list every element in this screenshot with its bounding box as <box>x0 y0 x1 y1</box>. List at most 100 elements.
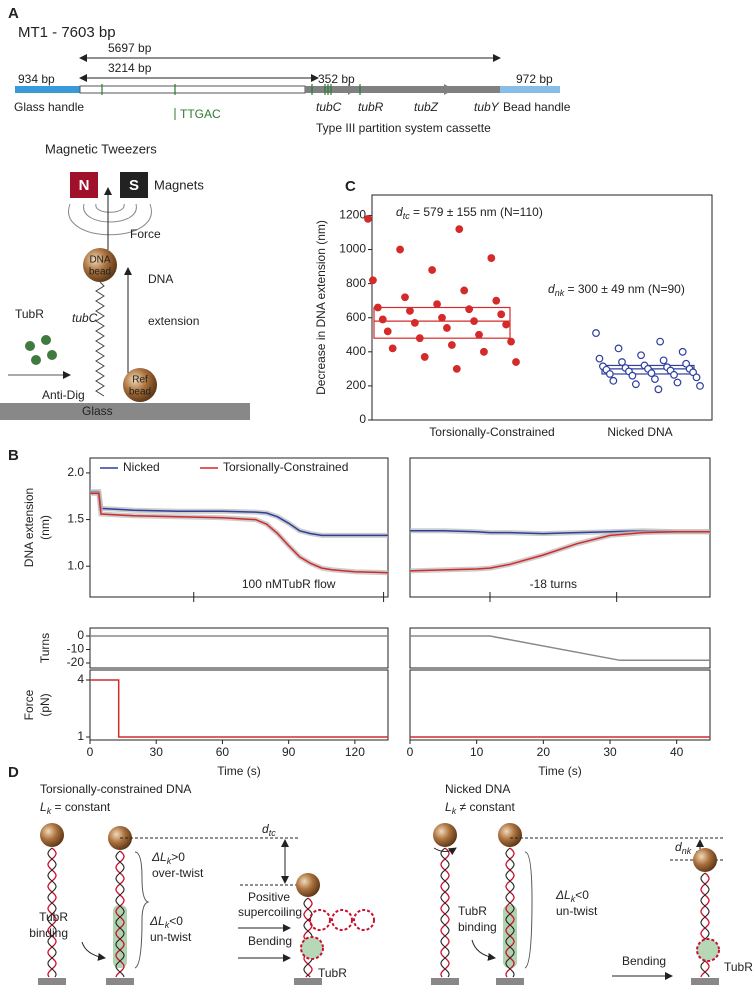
data-point <box>592 329 600 337</box>
panel-label: A <box>8 5 19 22</box>
y-tick-label: -20 <box>67 655 85 669</box>
y-tick-label: 0 <box>359 412 366 426</box>
data-point <box>654 385 663 394</box>
text: = 579 ± 155 nm (N=110) <box>410 205 543 219</box>
feature-label: Glass handle <box>14 100 84 114</box>
label: Torsionally-constrained DNA <box>40 782 191 796</box>
text: <0 <box>169 914 183 928</box>
subscript: nk <box>555 288 565 298</box>
ref-bead <box>123 368 157 402</box>
text: >0 <box>171 850 185 864</box>
feature-label: TTGAC <box>180 107 221 121</box>
data-point <box>383 327 392 336</box>
dna-bead <box>83 248 117 282</box>
bead-label: DNA <box>89 255 110 266</box>
symbol: d <box>548 282 555 296</box>
bracket <box>134 851 150 969</box>
data-point <box>497 310 506 319</box>
magnet-label: N <box>79 177 90 194</box>
data-point <box>595 354 604 363</box>
plectoneme-loop <box>309 909 331 931</box>
dna-strand <box>47 847 57 978</box>
subscript: nk <box>682 846 692 856</box>
annotation-bar <box>193 592 385 602</box>
symbol: ΔL <box>149 914 165 928</box>
dna-strand <box>505 847 515 978</box>
subscript-text: ΔLk<0 <box>149 914 183 930</box>
data-point <box>415 334 424 343</box>
x-tick-label: 40 <box>670 745 684 759</box>
data-point <box>460 286 469 295</box>
glass-handle-bar <box>15 86 80 93</box>
y-tick-label: 4 <box>77 672 84 686</box>
tubr-proteins <box>25 335 57 365</box>
data-point <box>369 276 377 285</box>
magnet-label: S <box>129 177 139 194</box>
dna-strand <box>47 847 57 978</box>
data-point <box>492 296 501 305</box>
tweezers-title: Magnetic Tweezers <box>45 141 157 156</box>
y-tick-label: 2.0 <box>67 465 84 479</box>
y-axis-label: Force <box>22 689 36 720</box>
annotation: -18 turns <box>530 577 577 591</box>
dna-strand <box>115 850 125 978</box>
data-point <box>487 254 496 262</box>
label: binding <box>458 920 497 934</box>
text: = constant <box>51 800 111 814</box>
tubr-coat <box>113 905 127 968</box>
box <box>373 306 511 339</box>
annotation-bar <box>489 592 618 602</box>
data-point <box>502 320 511 329</box>
field-lines <box>68 203 152 236</box>
line <box>409 530 710 572</box>
symbol: ΔL <box>555 888 571 902</box>
dna-tether <box>95 281 105 397</box>
data-point <box>480 347 488 356</box>
text: ≠ constant <box>456 800 515 814</box>
x-tick-label: 0 <box>407 745 414 759</box>
data-point <box>618 358 626 366</box>
symbol: d <box>396 205 403 219</box>
data-point <box>452 364 461 373</box>
plot-frame <box>89 669 389 741</box>
panel-label: B <box>8 447 19 464</box>
label: Positive <box>248 890 290 904</box>
bead-handle-bar <box>500 86 560 93</box>
legend-label: Nicked <box>123 460 160 474</box>
feature-label: Type III partition system cassette <box>316 121 491 135</box>
data-point <box>410 318 419 327</box>
data-point <box>443 324 451 332</box>
bead-label: bead <box>129 387 151 398</box>
subscript: k <box>167 856 172 866</box>
y-tick-label: -10 <box>67 642 85 656</box>
dna-strand <box>440 847 450 978</box>
x-tick-label: 10 <box>470 745 484 759</box>
magnet-n <box>70 172 98 198</box>
y-tick-label: 1000 <box>339 242 366 256</box>
plot-frame <box>409 457 711 598</box>
data-point <box>465 305 474 314</box>
data-point <box>659 356 668 365</box>
bead-label: Ref <box>132 375 148 386</box>
label: TubR <box>458 904 487 918</box>
data-point <box>475 330 483 339</box>
feature-label: tubZ <box>414 100 439 114</box>
bracket <box>524 851 533 969</box>
surface <box>106 978 134 985</box>
plectoneme-loop <box>331 909 353 931</box>
y-tick-label: 0 <box>77 628 84 642</box>
data-point <box>647 369 656 378</box>
magnet-s <box>120 172 148 198</box>
x-tick-label: 0 <box>87 745 94 759</box>
data-point <box>433 300 441 308</box>
symbol: d <box>675 840 682 854</box>
span-label: 934 bp <box>18 72 55 86</box>
subscript: tc <box>269 828 277 838</box>
dna-strand <box>440 847 450 978</box>
feature-label: Bead handle <box>503 100 571 114</box>
data-point <box>388 344 397 353</box>
dna-strand <box>115 850 125 978</box>
y-tick-label: 1.5 <box>67 512 84 526</box>
category-label: Nicked DNA <box>607 425 672 439</box>
line-halo <box>409 529 710 574</box>
